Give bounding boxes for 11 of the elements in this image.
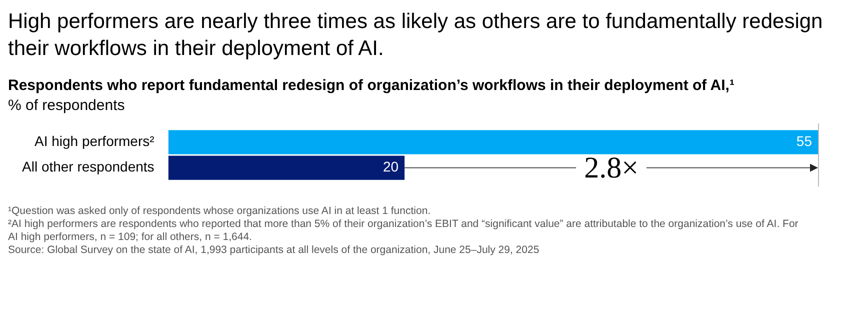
data-label: 55 [796,133,812,150]
text: ¹Question was asked only of respondents whose organizations use AI in at least 1 function. [8,205,432,218]
annotation: 2.8× [584,152,638,185]
x-axis-title: % of respondents [8,96,126,115]
text: ²AI high performers are respondents who reported that more than 5% of their organization’s EBIT and “significant value” are attributable to the organization’s use of AI. For AI high performers, n = 109; for all others, n = 1,644. [8,218,800,244]
data-label: 20 [382,158,399,175]
chart-title: High performers are nearly three times as likely as others are to fundamentally redesign their workflows in their deployment of AI. [8,9,824,62]
chart-subtitle: Respondents who report fundamental redesign of organization’s workflows in their deployment of AI,¹ [8,76,736,96]
source-note: Source: Global Survey on the state of AI, 1,993 participants at all levels of the organization, June 25–July 29, 2025 [8,244,540,257]
y-tick-label: AI high performers² [34,133,155,150]
y-tick-label: All other respondents [22,158,154,175]
